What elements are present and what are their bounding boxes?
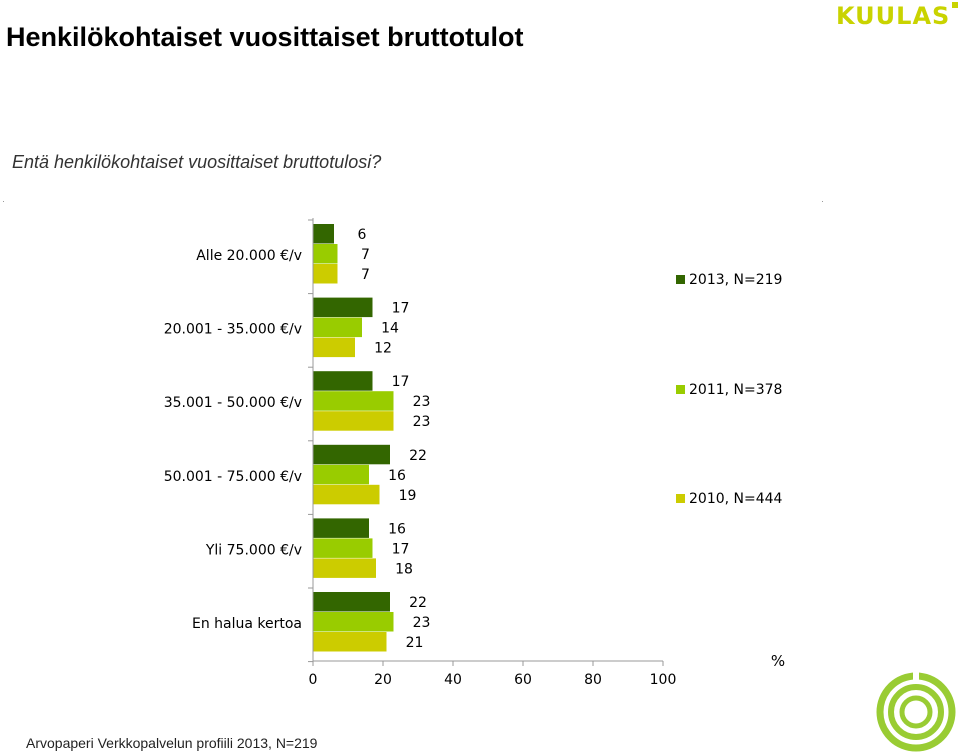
- data-label: 22: [409, 448, 427, 464]
- bar: [313, 224, 334, 244]
- x-tick-label: 20: [374, 672, 392, 688]
- bar: [313, 632, 387, 652]
- bar: [313, 592, 390, 612]
- data-label: 19: [399, 488, 417, 504]
- category-label: 50.001 - 75.000 €/v: [164, 469, 302, 485]
- data-label: 23: [413, 414, 431, 430]
- bar: [313, 612, 394, 632]
- bar: [313, 484, 380, 505]
- data-label: 12: [374, 341, 392, 357]
- corner-dot-left: [3, 201, 4, 202]
- category-label: 20.001 - 35.000 €/v: [164, 322, 302, 338]
- legend: 2013, N=219 2011, N=378 2010, N=444: [676, 272, 783, 507]
- data-label: 23: [413, 615, 431, 631]
- bar: [313, 391, 394, 411]
- legend-label: 2011, N=378: [689, 382, 782, 398]
- data-label: 21: [406, 635, 424, 651]
- x-tick-label: 0: [309, 672, 318, 688]
- legend-swatch: [676, 275, 685, 284]
- data-label: 18: [395, 561, 413, 577]
- bar: [313, 411, 394, 431]
- bar: [313, 317, 362, 338]
- legend-swatch: [676, 385, 685, 394]
- bar: [313, 297, 373, 318]
- bar: [313, 264, 338, 284]
- x-tick-label: 80: [584, 672, 602, 688]
- data-label: 7: [361, 267, 370, 283]
- bar: [313, 337, 355, 358]
- bar: [313, 558, 376, 578]
- data-label: 23: [413, 394, 431, 410]
- data-label: 7: [361, 247, 370, 263]
- x-tick-label: 100: [650, 672, 677, 688]
- corner-dot-right: [822, 201, 823, 202]
- survey-question: Entä henkilökohtaiset vuosittaiset brutt…: [12, 152, 382, 172]
- bar: [313, 371, 373, 391]
- data-label: 22: [409, 595, 427, 611]
- x-tick-label: 60: [514, 672, 532, 688]
- category-label: 35.001 - 50.000 €/v: [164, 395, 302, 411]
- data-label: 16: [388, 468, 406, 484]
- bar: [313, 444, 390, 465]
- page-title: Henkilökohtaiset vuosittaiset bruttotulo…: [6, 22, 524, 52]
- apple-logo-icon: [876, 668, 956, 752]
- legend-label: 2010, N=444: [689, 491, 783, 507]
- data-label: 6: [358, 227, 367, 243]
- x-axis-label: %: [771, 652, 785, 670]
- legend-label: 2013, N=219: [689, 272, 782, 288]
- x-tick-label: 40: [444, 672, 462, 688]
- logo-wordmark: KUULAS: [836, 2, 951, 30]
- kuulas-logo: KUULAS: [836, 2, 959, 30]
- category-label: Alle 20.000 €/v: [196, 248, 302, 264]
- x-axis: 0 20 40 60 80 100: [308, 218, 676, 688]
- category-label: Yli 75.000 €/v: [205, 542, 302, 558]
- legend-swatch: [676, 494, 685, 503]
- category-label: En halua kertoa: [192, 616, 302, 632]
- data-label: 16: [388, 521, 406, 537]
- data-label: 17: [392, 541, 410, 557]
- bar: [313, 538, 373, 558]
- data-label: 17: [392, 301, 410, 317]
- footer-note: Arvopaperi Verkkopalvelun profiili 2013,…: [26, 735, 318, 751]
- category-labels: Alle 20.000 €/v 20.001 - 35.000 €/v 35.001…: [164, 248, 302, 632]
- bar: [313, 244, 338, 264]
- data-label: 14: [381, 321, 399, 337]
- data-label: 17: [392, 374, 410, 390]
- bar: [313, 518, 369, 538]
- bar: [313, 464, 369, 485]
